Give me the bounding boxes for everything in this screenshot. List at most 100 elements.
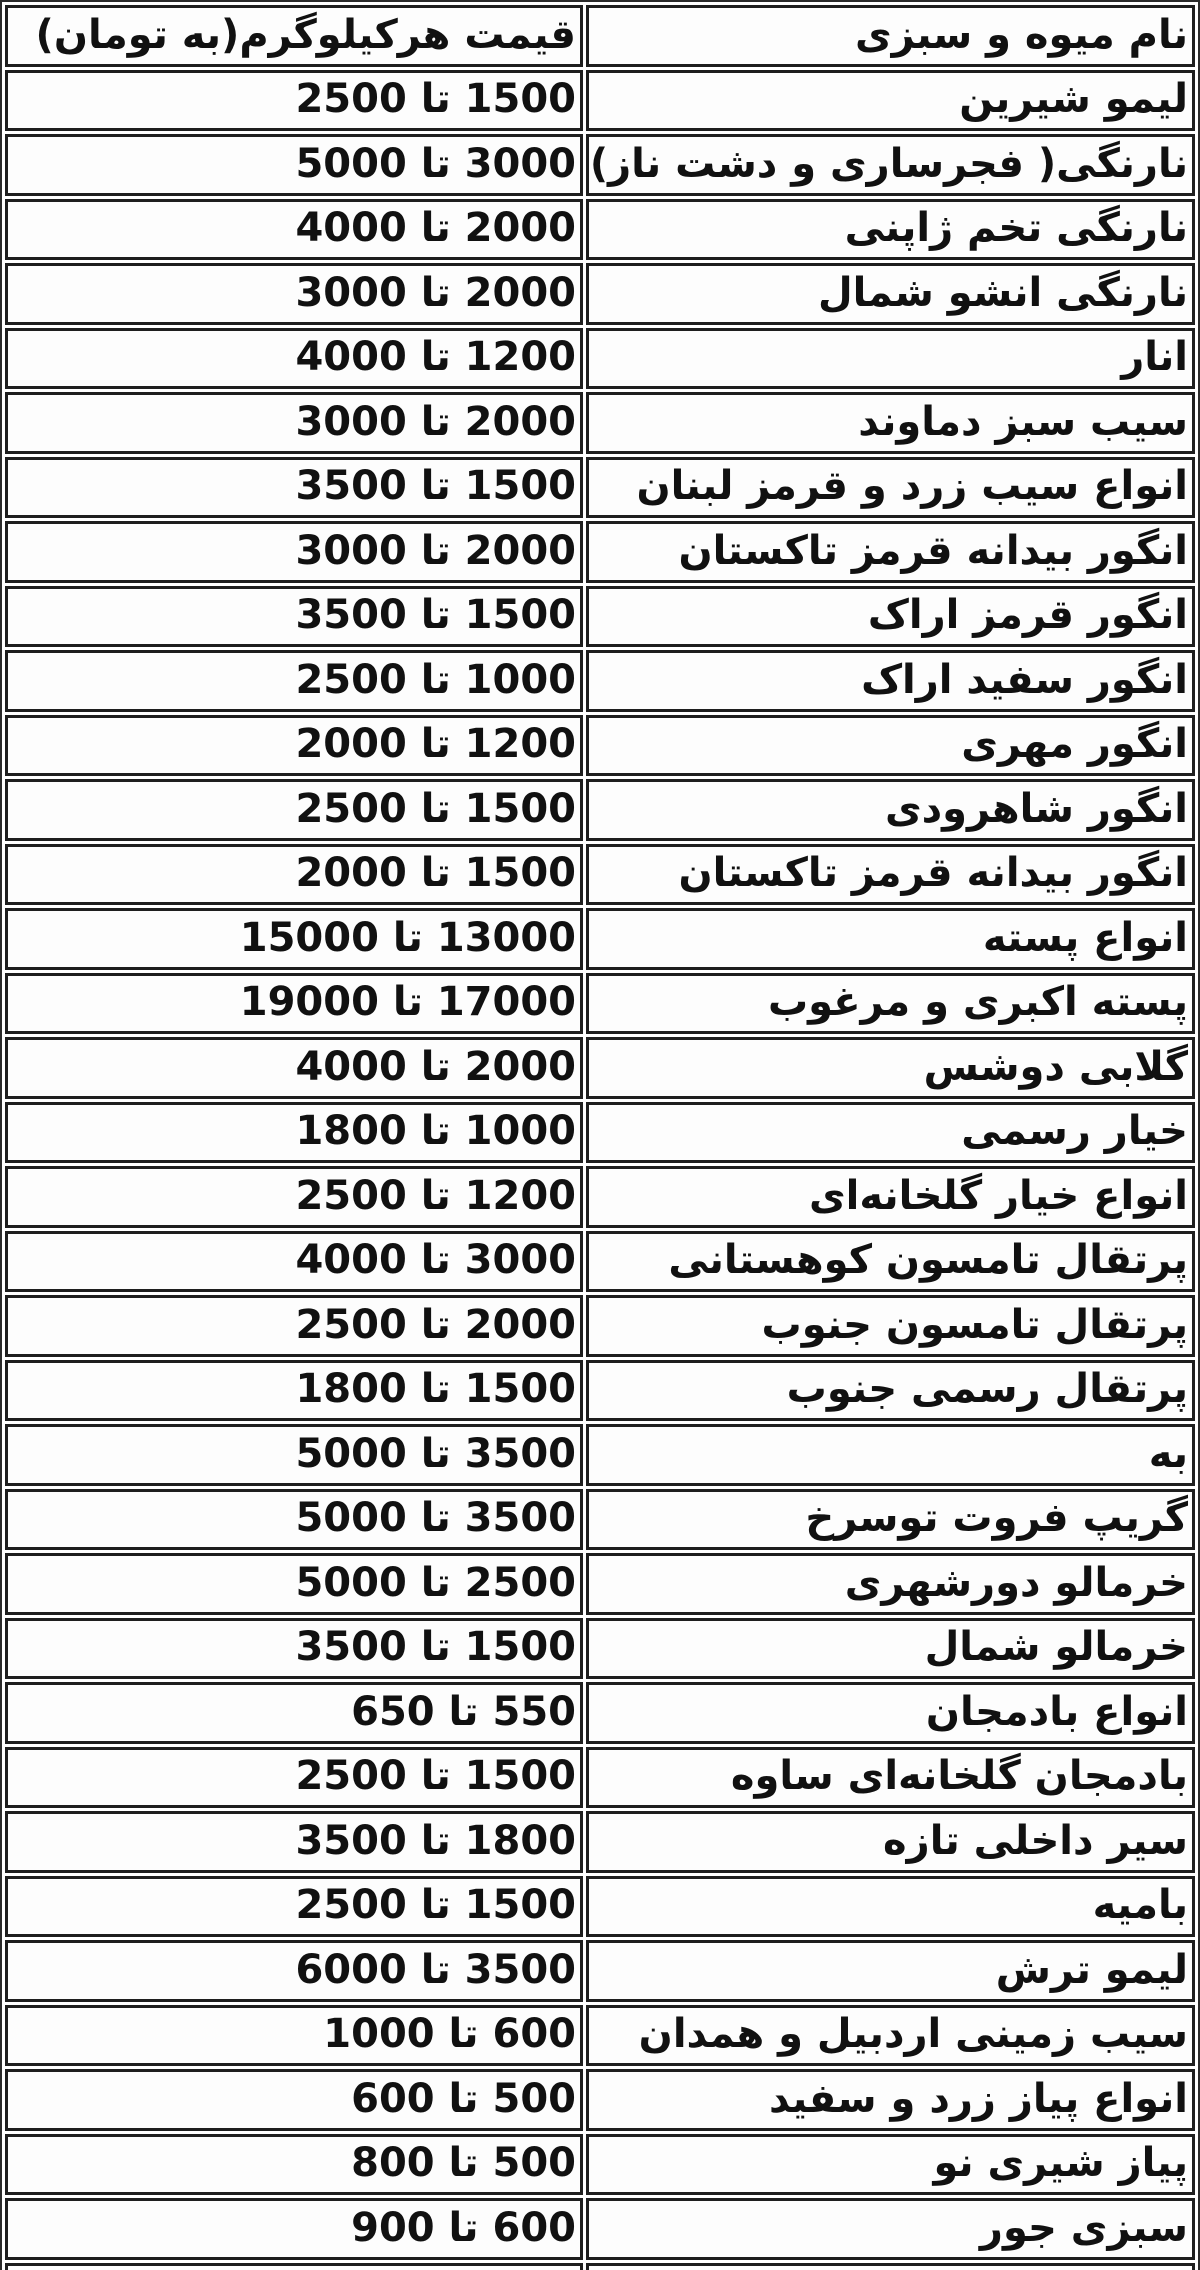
item-price-cell: 1500 تا 2500 [5, 1746, 583, 1808]
item-name-cell: سبزی جور [586, 2198, 1195, 2260]
table-row: سبزی جور 600 تا 900 [5, 2198, 1195, 2260]
table-row: پرتقال رسمی جنوب 1500 تا 1800 [5, 1359, 1195, 1421]
item-name-cell: پرتقال تامسون کوهستانی [586, 1230, 1195, 1292]
table-row: پسته اکبری و مرغوب 17000 تا 19000 [5, 972, 1195, 1034]
item-price-cell: 1000 تا 2500 [5, 650, 583, 712]
table-row: گلابی دوشس 2000 تا 4000 [5, 1037, 1195, 1099]
header-row: نام میوه و سبزی قیمت هرکیلوگرم(به تومان) [5, 5, 1195, 67]
item-name-cell: انواع خیار گلخانه‌ای [586, 1166, 1195, 1228]
item-price-cell: 3000 تا 4000 [5, 1230, 583, 1292]
item-name-cell: پسته اکبری و مرغوب [586, 972, 1195, 1034]
table-row: خیار رسمی 1000 تا 1800 [5, 1101, 1195, 1163]
item-price-cell: 2500 تا 5000 [5, 1553, 583, 1615]
table-row: سیب سبز دماوند 2000 تا 3000 [5, 392, 1195, 454]
item-name-cell: انگور قرمز اراک [586, 585, 1195, 647]
item-name-cell: گلابی دوشس [586, 1037, 1195, 1099]
item-name-cell: انواع پسته [586, 908, 1195, 970]
item-price-cell: 2000 تا 3000 [5, 392, 583, 454]
item-price-cell: 1200 تا 4000 [5, 327, 583, 389]
item-price-cell: 1500 تا 3500 [5, 585, 583, 647]
table-row: انگور بیدانه قرمز تاکستان 1500 تا 2000 [5, 843, 1195, 905]
table-row: انگور بیدانه قرمز تاکستان 2000 تا 3000 [5, 521, 1195, 583]
item-name-cell: انگور بیدانه قرمز تاکستان [586, 843, 1195, 905]
item-price-cell: 1200 تا 2000 [5, 714, 583, 776]
item-price-cell: 2000 تا 4000 [5, 198, 583, 260]
item-price-cell: 2000 تا 2500 [5, 1295, 583, 1357]
table-row: لیمو شیرین 1500 تا 2500 [5, 69, 1195, 131]
item-name-cell: نارنگی( فجرساری و دشت ناز) [586, 134, 1195, 196]
table-row: گریپ فروت توسرخ 3500 تا 5000 [5, 1488, 1195, 1550]
header-name-cell: نام میوه و سبزی [586, 5, 1195, 67]
table-row: پیاز شیری نو 500 تا 800 [5, 2133, 1195, 2195]
item-name-cell: انواع بادمجان [586, 1682, 1195, 1744]
table-row: بامیه 1500 تا 2500 [5, 1875, 1195, 1937]
item-name-cell: گریپ فروت توسرخ [586, 1488, 1195, 1550]
item-price-cell: 1500 تا 1800 [5, 1359, 583, 1421]
table-row: نارنگی انشو شمال 2000 تا 3000 [5, 263, 1195, 325]
item-price-cell: 1500 تا 3500 [5, 456, 583, 518]
table-row: انواع سیب زرد و قرمز لبنان 1500 تا 3500 [5, 456, 1195, 518]
item-name-cell: خرمالو دورشهری [586, 1553, 1195, 1615]
table-row: انگور قرمز اراک 1500 تا 3500 [5, 585, 1195, 647]
table-row: پرتقال تامسون جنوب 2000 تا 2500 [5, 1295, 1195, 1357]
item-price-cell: 550 تا 650 [5, 1682, 583, 1744]
item-name-cell: خیار رسمی [586, 1101, 1195, 1163]
item-name-cell: لیمو ترش [586, 1940, 1195, 2002]
header-price-cell: قیمت هرکیلوگرم(به تومان) [5, 5, 583, 67]
item-price-cell: 500 تا 600 [5, 2069, 583, 2131]
item-price-cell: 17000 تا 19000 [5, 972, 583, 1034]
item-price-cell: 2000 تا 3000 [5, 263, 583, 325]
item-price-cell: 600 تا 1000 [5, 2004, 583, 2066]
item-price-cell: 1500 تا 2000 [5, 843, 583, 905]
item-name-cell: انگور سفید اراک [586, 650, 1195, 712]
table-row: نارنگی تخم ژاپنی 2000 تا 4000 [5, 198, 1195, 260]
item-price-cell: 3500 تا 6000 [5, 1940, 583, 2002]
item-name-cell: انگور بیدانه قرمز تاکستان [586, 521, 1195, 583]
cut-off-price-cell [5, 2262, 583, 2270]
table-row: انگور مهری 1200 تا 2000 [5, 714, 1195, 776]
item-price-cell: 1500 تا 3500 [5, 1617, 583, 1679]
item-price-cell: 3500 تا 5000 [5, 1488, 583, 1550]
cut-off-row [5, 2262, 1195, 2270]
item-name-cell: انواع پیاز زرد و سفید [586, 2069, 1195, 2131]
item-name-cell: انگور شاهرودی [586, 779, 1195, 841]
table-row: لیمو ترش 3500 تا 6000 [5, 1940, 1195, 2002]
table-row: بادمجان گلخانه‌ای ساوه 1500 تا 2500 [5, 1746, 1195, 1808]
item-name-cell: سیر داخلی تازه [586, 1811, 1195, 1873]
item-price-cell: 1500 تا 2500 [5, 69, 583, 131]
item-price-cell: 2000 تا 4000 [5, 1037, 583, 1099]
table-row: سیر داخلی تازه 1800 تا 3500 [5, 1811, 1195, 1873]
item-name-cell: پرتقال تامسون جنوب [586, 1295, 1195, 1357]
table-row: به 3500 تا 5000 [5, 1424, 1195, 1486]
table-row: انواع بادمجان 550 تا 650 [5, 1682, 1195, 1744]
table-row: انگور سفید اراک 1000 تا 2500 [5, 650, 1195, 712]
item-price-cell: 1200 تا 2500 [5, 1166, 583, 1228]
item-name-cell: پرتقال رسمی جنوب [586, 1359, 1195, 1421]
item-name-cell: انار [586, 327, 1195, 389]
item-name-cell: انگور مهری [586, 714, 1195, 776]
table-row: انواع پیاز زرد و سفید 500 تا 600 [5, 2069, 1195, 2131]
item-name-cell: پیاز شیری نو [586, 2133, 1195, 2195]
item-name-cell: لیمو شیرین [586, 69, 1195, 131]
table-row: انواع پسته 13000 تا 15000 [5, 908, 1195, 970]
table-row: خرمالو دورشهری 2500 تا 5000 [5, 1553, 1195, 1615]
item-name-cell: انواع سیب زرد و قرمز لبنان [586, 456, 1195, 518]
item-price-cell: 3500 تا 5000 [5, 1424, 583, 1486]
item-name-cell: بامیه [586, 1875, 1195, 1937]
table-body: نام میوه و سبزی قیمت هرکیلوگرم(به تومان)… [5, 5, 1195, 2260]
table-row: سیب زمینی اردبیل و همدان 600 تا 1000 [5, 2004, 1195, 2066]
item-price-cell: 1800 تا 3500 [5, 1811, 583, 1873]
item-name-cell: سیب زمینی اردبیل و همدان [586, 2004, 1195, 2066]
item-name-cell: نارنگی انشو شمال [586, 263, 1195, 325]
item-name-cell: نارنگی تخم ژاپنی [586, 198, 1195, 260]
item-price-cell: 3000 تا 5000 [5, 134, 583, 196]
item-price-cell: 1500 تا 2500 [5, 1875, 583, 1937]
table-row: خرمالو شمال 1500 تا 3500 [5, 1617, 1195, 1679]
item-price-cell: 1500 تا 2500 [5, 779, 583, 841]
item-name-cell: به [586, 1424, 1195, 1486]
item-price-cell: 13000 تا 15000 [5, 908, 583, 970]
item-price-cell: 500 تا 800 [5, 2133, 583, 2195]
item-price-cell: 1000 تا 1800 [5, 1101, 583, 1163]
